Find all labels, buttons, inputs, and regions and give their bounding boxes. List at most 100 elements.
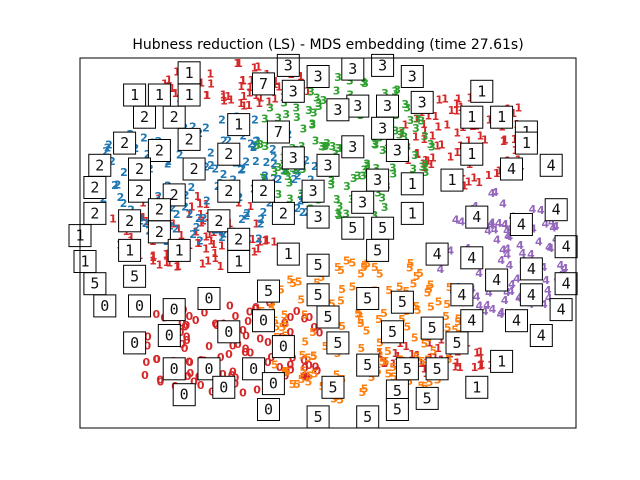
digit-label-2: 2 — [172, 223, 180, 236]
digit-label-0: 0 — [312, 361, 320, 374]
digit-thumbnail: 1 — [400, 201, 424, 225]
digit-label-2: 2 — [186, 208, 194, 221]
digit-label-2: 2 — [266, 196, 274, 209]
digit-thumbnail: 4 — [465, 205, 489, 229]
thumbnail-digit: 4 — [457, 286, 466, 304]
digit-label-0: 0 — [282, 369, 290, 382]
digit-label-3: 3 — [412, 122, 420, 135]
digit-thumbnail: 2 — [83, 176, 107, 199]
thumbnail-frame — [147, 83, 171, 107]
thumbnail-frame — [381, 320, 404, 344]
digit-label-0: 0 — [186, 367, 194, 380]
digit-thumbnail: 5 — [316, 305, 340, 329]
digit-label-1: 1 — [257, 92, 265, 105]
thumbnail-digit: 5 — [363, 408, 372, 426]
digit-label-5: 5 — [283, 366, 291, 379]
digit-thumbnail: 3 — [371, 53, 395, 77]
digit-label-2: 2 — [261, 170, 269, 183]
digit-thumbnail: 2 — [133, 105, 156, 129]
digit-label-0: 0 — [305, 359, 313, 372]
digit-label-1: 1 — [381, 356, 389, 369]
digit-label-2: 2 — [290, 173, 298, 186]
digit-label-1: 1 — [420, 161, 428, 174]
thumbnail-digit: 0 — [259, 312, 268, 330]
digit-label-5: 5 — [289, 277, 297, 290]
digit-thumbnail: 0 — [197, 357, 221, 381]
digit-label-0: 0 — [239, 324, 247, 337]
thumbnail-digit: 3 — [353, 97, 362, 115]
digit-label-1: 1 — [195, 237, 203, 250]
digit-label-3: 3 — [293, 111, 301, 124]
thumbnail-frame — [509, 213, 533, 236]
digit-label-0: 0 — [305, 311, 313, 324]
digit-thumbnail: 4 — [549, 298, 573, 322]
thumbnail-digit: 2 — [120, 134, 129, 152]
digit-label-5: 5 — [363, 258, 371, 271]
digit-thumbnail: 0 — [157, 324, 181, 347]
digit-label-5: 5 — [385, 284, 393, 297]
thumbnail-digit: 3 — [348, 138, 357, 156]
thumbnail-digit: 0 — [264, 401, 273, 419]
thumbnail-digit: 1 — [467, 108, 476, 126]
digit-label-1: 1 — [185, 208, 193, 221]
digit-label-5: 5 — [357, 317, 365, 330]
digit-label-1: 1 — [396, 337, 404, 350]
thumbnail-frame — [118, 209, 142, 233]
digit-label-0: 0 — [246, 346, 254, 359]
thumbnail-frame — [554, 272, 578, 296]
digit-label-1: 1 — [429, 152, 437, 165]
thumbnail-digit: 3 — [314, 68, 323, 86]
digit-label-3: 3 — [359, 170, 367, 183]
digit-label-4: 4 — [446, 245, 454, 258]
digit-label-3: 3 — [274, 112, 282, 125]
thumbnail-digit: 5 — [363, 356, 372, 374]
digit-label-5: 5 — [360, 261, 368, 274]
digit-label-5: 5 — [379, 355, 387, 368]
digit-label-2: 2 — [104, 141, 112, 154]
digit-label-1: 1 — [265, 96, 273, 109]
thumbnail-digit: 1 — [234, 116, 243, 134]
thumbnail-frame — [197, 287, 221, 310]
digit-label-1: 1 — [493, 167, 501, 180]
thumbnail-digit: 4 — [537, 327, 546, 345]
digit-label-0: 0 — [231, 378, 239, 391]
digit-label-2: 2 — [297, 195, 305, 208]
digit-label-1: 1 — [434, 121, 442, 134]
digit-label-0: 0 — [246, 305, 254, 318]
digit-thumbnail: 1 — [465, 375, 489, 399]
digit-label-1: 1 — [413, 148, 421, 161]
digit-thumbnail: 4 — [485, 268, 509, 292]
digit-label-1: 1 — [398, 127, 406, 140]
digit-label-4: 4 — [481, 305, 489, 318]
digit-label-5: 5 — [268, 302, 276, 315]
digit-label-1: 1 — [196, 198, 204, 211]
thumbnail-frame — [118, 238, 142, 262]
digit-thumbnail: 5 — [356, 405, 380, 429]
digit-label-3: 3 — [336, 200, 344, 213]
digit-thumbnail: 0 — [128, 294, 151, 318]
digit-label-3: 3 — [427, 138, 435, 151]
digit-label-0: 0 — [286, 358, 294, 371]
digit-label-0: 0 — [144, 330, 152, 343]
digit-label-1: 1 — [414, 349, 422, 362]
digit-label-5: 5 — [268, 297, 276, 310]
digit-label-1: 1 — [478, 359, 486, 372]
digit-label-2: 2 — [224, 135, 232, 148]
digit-label-3: 3 — [327, 178, 335, 191]
thumbnail-digit: 4 — [562, 275, 571, 293]
digit-label-0: 0 — [281, 316, 289, 329]
digit-label-1: 1 — [427, 158, 435, 171]
digit-label-0: 0 — [310, 321, 318, 334]
digit-label-4: 4 — [484, 225, 492, 238]
digit-label-2: 2 — [270, 151, 278, 164]
digit-label-0: 0 — [264, 336, 272, 349]
digit-label-4: 4 — [508, 278, 516, 291]
thumbnail-digit: 3 — [289, 82, 298, 100]
digit-thumbnail: 4 — [554, 235, 578, 259]
digit-label-5: 5 — [313, 277, 321, 290]
digit-label-0: 0 — [142, 356, 150, 369]
digit-label-2: 2 — [275, 173, 283, 186]
digit-label-2: 2 — [144, 148, 152, 161]
digit-label-1: 1 — [149, 255, 157, 268]
digit-label-3: 3 — [318, 140, 326, 153]
